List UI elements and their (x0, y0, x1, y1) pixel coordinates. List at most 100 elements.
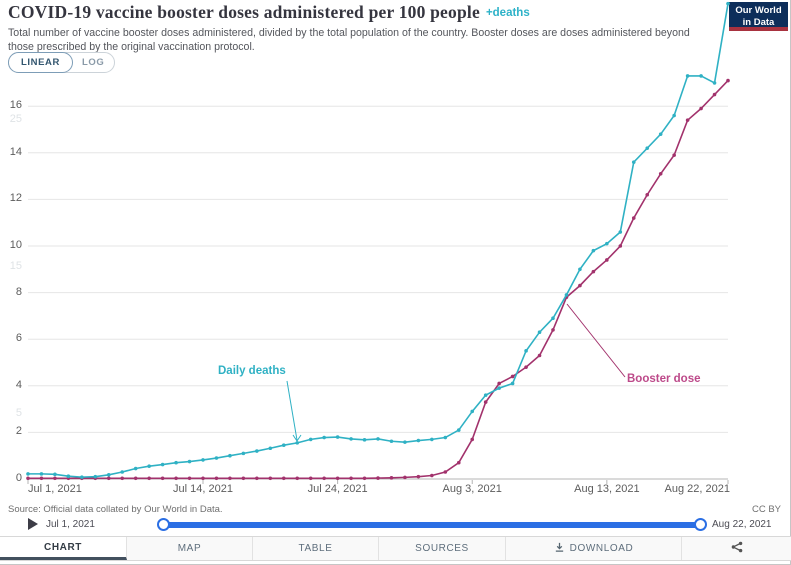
owid-logo-line2: in Data (742, 16, 775, 28)
tab-sources[interactable]: SOURCES (379, 537, 506, 560)
source-line: Source: Official data collated by Our Wo… (8, 504, 223, 515)
data-point (241, 476, 246, 481)
x-axis-tick-label: Aug 3, 2021 (442, 483, 502, 495)
tab-download[interactable]: DOWNLOAD (506, 537, 682, 560)
data-point (214, 476, 219, 481)
data-point (174, 460, 178, 465)
x-axis-tick-label: Aug 22, 2021 (664, 483, 730, 495)
data-point (106, 473, 111, 477)
data-point (201, 476, 205, 481)
page-title: COVID-19 vaccine booster doses administe… (8, 2, 480, 22)
x-axis-tick-label: Aug 13, 2021 (574, 483, 640, 495)
data-point (147, 464, 151, 468)
tab-table[interactable]: TABLE (253, 537, 379, 560)
footer-tabs: CHART MAP TABLE SOURCES DOWNLOAD (0, 536, 791, 561)
data-point (430, 437, 434, 442)
play-button[interactable] (28, 518, 38, 530)
data-point (322, 435, 326, 440)
chart-subtitle: Total number of vaccine booster doses ad… (8, 27, 690, 53)
chart-svg[interactable] (0, 0, 791, 535)
log-button[interactable]: LOG (81, 57, 105, 68)
data-point (591, 269, 596, 274)
booster-dose-leader-line (566, 303, 626, 378)
data-point (376, 437, 380, 441)
data-point (510, 381, 515, 386)
data-point (726, 78, 730, 83)
scale-toggle: LINEAR LOG (8, 52, 116, 73)
data-point (187, 459, 192, 464)
download-icon (554, 542, 565, 556)
data-point (537, 330, 542, 335)
tab-share[interactable] (682, 537, 791, 560)
y-axis-secondary-tick-label: 15 (9, 260, 22, 273)
data-point (281, 443, 286, 448)
data-point (66, 474, 71, 479)
data-point (255, 476, 259, 481)
timeline-track[interactable] (163, 522, 699, 528)
data-point (255, 449, 259, 453)
daily-deaths-leader-line (286, 380, 298, 441)
data-point (281, 476, 286, 481)
data-point (403, 475, 407, 480)
data-point (389, 439, 394, 444)
data-point (645, 146, 650, 150)
license-link[interactable]: CC BY (751, 504, 781, 515)
owid-logo-stripe (729, 27, 788, 31)
data-point (80, 475, 84, 479)
data-point (322, 476, 326, 481)
tab-map[interactable]: MAP (127, 537, 253, 560)
data-point (631, 160, 636, 164)
data-point (335, 435, 340, 439)
owid-logo[interactable]: Our World in Data (729, 2, 788, 31)
timeline-handle-end[interactable] (694, 518, 707, 531)
data-point (564, 293, 569, 297)
chart-header: COVID-19 vaccine booster doses administe… (8, 2, 723, 23)
data-point (470, 437, 475, 442)
y-axis-tick-label: 6 (15, 332, 22, 345)
data-point (551, 328, 555, 332)
data-point (228, 453, 232, 458)
share-icon (731, 541, 743, 556)
data-point (726, 1, 730, 6)
y-axis-secondary-tick-label: 25 (9, 113, 22, 125)
data-point (537, 353, 542, 358)
data-point (618, 230, 623, 234)
data-point (295, 441, 300, 445)
tab-chart[interactable]: CHART (0, 537, 127, 560)
data-point (524, 365, 528, 369)
y-axis-tick-label: 16 (9, 99, 22, 112)
data-point (335, 476, 340, 481)
data-point (147, 476, 151, 481)
y-axis-tick-label: 4 (15, 378, 22, 391)
data-point (268, 446, 273, 451)
y-axis-secondary-tick-label: 5 (15, 407, 22, 420)
data-point (699, 106, 703, 111)
data-point (403, 440, 407, 444)
data-point (416, 474, 421, 479)
daily-deaths-leader-arrow (292, 434, 302, 442)
linear-button[interactable]: LINEAR (8, 52, 73, 73)
data-point (349, 437, 353, 441)
y-axis-tick-label: 0 (15, 472, 22, 484)
data-point (53, 476, 57, 481)
data-point (133, 466, 138, 471)
series-label-daily-deaths: Daily deaths (218, 365, 286, 377)
timeline-handle-start[interactable] (157, 518, 170, 531)
data-point (685, 74, 690, 78)
data-point (39, 472, 44, 476)
data-point (187, 476, 192, 481)
data-point (456, 428, 461, 432)
data-point (228, 476, 232, 481)
y-axis-tick-label: 14 (9, 145, 22, 158)
data-point (201, 458, 205, 462)
data-point (362, 438, 367, 442)
series-label-booster-dose: Booster dose (627, 373, 701, 385)
data-point (605, 241, 609, 246)
data-point (712, 92, 717, 97)
data-point (578, 283, 582, 288)
x-axis-tick-label: Jul 24, 2021 (307, 483, 368, 495)
data-point (591, 248, 596, 253)
data-point (605, 258, 609, 262)
data-point (308, 476, 313, 481)
